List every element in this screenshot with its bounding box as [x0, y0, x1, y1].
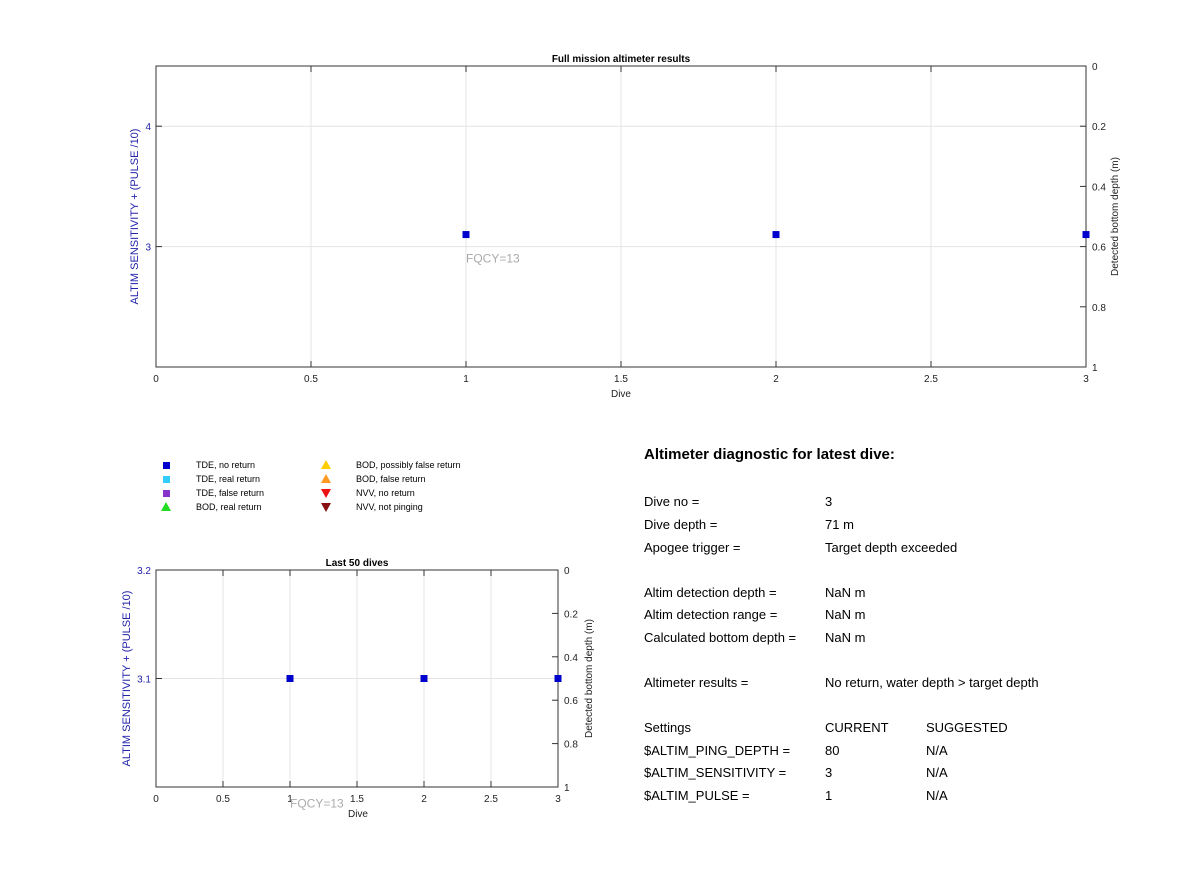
square-marker-icon: [160, 473, 172, 485]
legend-item: BOD, possibly false return: [320, 458, 461, 471]
x-tick-label: 2: [421, 794, 427, 805]
legend-label: BOD, false return: [356, 473, 426, 484]
x-tick-label: 3: [555, 794, 561, 805]
legend-item: TDE, false return: [160, 486, 264, 499]
legend-item: BOD, false return: [320, 472, 426, 485]
x-tick-label: 2: [773, 374, 779, 385]
data-point: [286, 675, 294, 682]
triangle-down-marker-icon: [320, 501, 332, 513]
legend-item: TDE, no return: [160, 458, 255, 471]
x-tick-label: 0.5: [216, 794, 230, 805]
triangle-down-marker-icon: [320, 487, 332, 499]
triangle-up-marker-icon: [320, 459, 332, 471]
chart-title: Last 50 dives: [326, 558, 389, 569]
data-point: [420, 675, 428, 682]
data-point: [772, 231, 780, 239]
y-axis-label: ALTIM SENSITIVITY + (PULSE /10): [121, 591, 133, 767]
x-tick-label: 3: [1083, 374, 1089, 385]
y2-tick-label: 0.2: [1092, 122, 1106, 133]
y2-tick-label: 0.2: [564, 609, 578, 620]
axes-box: [155, 569, 559, 788]
x-tick-label: 0: [153, 374, 159, 385]
y2-axis-label: Detected bottom depth (m): [1110, 157, 1121, 276]
legend-item: NVV, not pinging: [320, 500, 423, 513]
x-tick-label: 1.5: [350, 794, 364, 805]
legend-label: NVV, not pinging: [356, 501, 423, 512]
legend-label: NVV, no return: [356, 487, 415, 498]
y-tick-label: 3.2: [137, 566, 151, 577]
y2-tick-label: 1: [564, 783, 570, 794]
data-point: [462, 231, 470, 239]
y-tick-label: 3: [145, 243, 151, 254]
y2-tick-label: 0.4: [564, 653, 578, 664]
y-tick-label: 4: [145, 122, 151, 133]
y2-tick-label: 0.6: [564, 696, 578, 707]
x-tick-label: 2.5: [484, 794, 498, 805]
y-axis-label: ALTIM SENSITIVITY + (PULSE /10): [129, 129, 141, 305]
y2-tick-label: 0: [564, 566, 570, 577]
triangle-up-marker-icon: [160, 501, 172, 513]
legend-item: NVV, no return: [320, 486, 415, 499]
legend-label: BOD, possibly false return: [356, 459, 461, 470]
diagnostic-title: Altimeter diagnostic for latest dive:: [644, 446, 895, 463]
y2-axis-label: Detected bottom depth (m): [584, 619, 595, 738]
x-tick-label: 0.5: [304, 374, 318, 385]
legend-item: TDE, real return: [160, 472, 260, 485]
legend-item: BOD, real return: [160, 500, 262, 513]
x-tick-label: 1: [463, 374, 469, 385]
legend-label: TDE, no return: [196, 459, 256, 470]
y-tick-label: 3.1: [137, 675, 151, 686]
legend-label: TDE, false return: [196, 487, 265, 498]
triangle-up-marker-icon: [320, 473, 332, 485]
y2-tick-label: 0: [1092, 62, 1098, 73]
square-marker-icon: [160, 459, 172, 471]
data-point: [1082, 231, 1090, 239]
x-tick-label: 1.5: [614, 374, 628, 385]
legend-label: TDE, real return: [196, 473, 261, 484]
fqcy-annotation: FQCY=13: [466, 252, 520, 266]
data-point: [554, 675, 562, 682]
x-axis-label: Dive: [348, 809, 368, 820]
plot-area: [156, 570, 558, 787]
x-axis-label: Dive: [611, 389, 631, 400]
legend: TDE, no return TDE, real return TDE, false…: [160, 458, 520, 518]
square-marker-icon: [160, 487, 172, 499]
chart-title: Full mission altimeter results: [552, 54, 691, 65]
fqcy-annotation: FQCY=13: [290, 796, 344, 810]
full-mission-chart: 0 0.5 1 1.5 2 2.5 3 3 4 0 0.2 0.4 0.6 0.8 1 Full missio…: [129, 54, 1121, 400]
y2-tick-label: 1: [1092, 363, 1098, 374]
y2-tick-label: 0.4: [1092, 182, 1106, 193]
y2-tick-label: 0.8: [1092, 303, 1106, 314]
y2-tick-label: 0.6: [1092, 243, 1106, 254]
x-tick-label: 2.5: [924, 374, 938, 385]
y2-tick-label: 0.8: [564, 740, 578, 751]
x-tick-label: 0: [153, 794, 159, 805]
x-tick-label: 1: [287, 794, 293, 805]
legend-label: BOD, real return: [196, 501, 262, 512]
